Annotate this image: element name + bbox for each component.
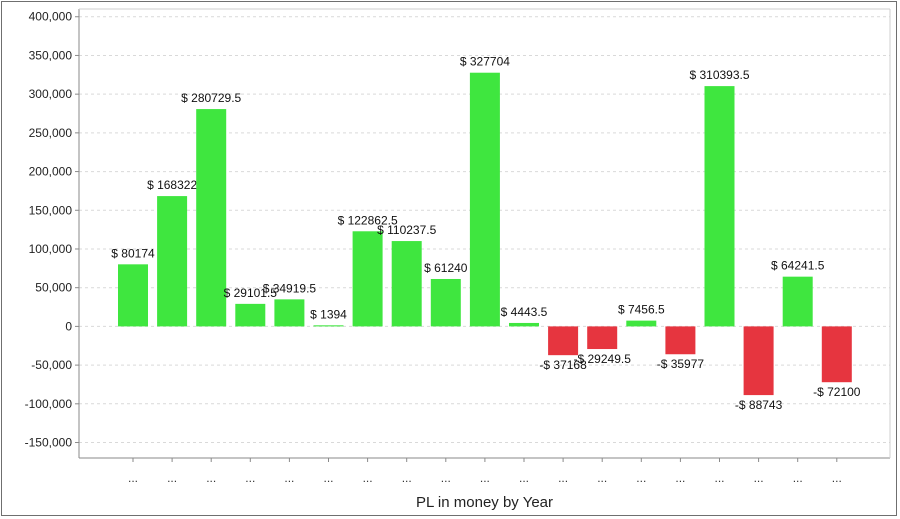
bar — [118, 264, 148, 327]
bar — [782, 276, 813, 327]
data-label: $ 168322 — [147, 178, 197, 192]
data-label: $ 29101.5 — [224, 286, 278, 300]
x-tick-label: ... — [323, 471, 333, 485]
x-tick-label: ... — [714, 471, 724, 485]
data-label: $ 61240 — [424, 261, 468, 275]
x-tick-label: ... — [402, 471, 412, 485]
y-tick-label: 400,000 — [29, 10, 73, 24]
data-label: $ 122862.5 — [338, 213, 398, 227]
bar — [157, 196, 188, 327]
data-label: -$ 88743 — [735, 398, 783, 412]
bar — [626, 320, 657, 327]
bar — [391, 241, 422, 327]
y-tick-label: 200,000 — [29, 165, 73, 179]
bar — [313, 325, 344, 327]
data-label: $ 4443.5 — [501, 305, 548, 319]
y-tick-label: 100,000 — [29, 242, 73, 256]
x-tick-label: ... — [363, 471, 373, 485]
bar — [196, 109, 227, 327]
bar — [743, 326, 774, 396]
data-label: $ 310393.5 — [689, 68, 749, 82]
x-tick-label: ... — [441, 471, 451, 485]
x-tick-label: ... — [597, 471, 607, 485]
bar — [704, 86, 735, 327]
x-axis-label: PL in money by Year — [416, 494, 553, 511]
x-tick-label: ... — [636, 471, 646, 485]
data-label: $ 327704 — [460, 55, 510, 69]
x-tick-label: ... — [128, 471, 138, 485]
x-tick-label: ... — [167, 471, 177, 485]
y-tick-label: -100,000 — [25, 397, 73, 411]
data-label: $ 110237.5 — [377, 223, 436, 237]
bar — [274, 299, 305, 327]
y-tick-label: 50,000 — [35, 281, 72, 295]
data-label: $ 280729.5 — [181, 91, 241, 105]
y-tick-label: 350,000 — [29, 48, 73, 62]
y-tick-label: -150,000 — [25, 436, 73, 450]
data-label: $ 7456.5 — [618, 303, 665, 317]
data-label: $ 64241.5 — [771, 259, 825, 273]
bar — [587, 326, 618, 350]
bar — [548, 326, 579, 356]
x-tick-label: ... — [519, 471, 529, 485]
bar — [430, 278, 461, 327]
bar — [509, 322, 539, 327]
x-tick-label: ... — [754, 471, 764, 485]
x-tick-label: ... — [206, 471, 216, 485]
data-label: $ 80174 — [111, 246, 155, 260]
x-tick-label: ... — [793, 471, 803, 485]
bar — [235, 303, 266, 327]
bar — [469, 72, 500, 327]
data-label: $ 34919.5 — [263, 281, 317, 295]
data-label: -$ 29249.5 — [574, 352, 632, 366]
x-tick-label: ... — [675, 471, 685, 485]
x-tick-label: ... — [558, 471, 568, 485]
x-tick-label: ... — [284, 471, 294, 485]
bar — [665, 326, 696, 355]
bar — [352, 231, 383, 327]
x-tick-label: ... — [480, 471, 490, 485]
y-tick-label: 300,000 — [29, 87, 73, 101]
y-tick-label: 0 — [65, 319, 72, 333]
data-label: $ 1394 — [310, 307, 347, 321]
y-tick-label: 150,000 — [29, 203, 73, 217]
bar — [821, 326, 852, 383]
data-label: -$ 35977 — [657, 357, 705, 371]
data-label: -$ 72100 — [813, 385, 861, 399]
x-tick-label: ... — [245, 471, 255, 485]
x-tick-label: ... — [832, 471, 842, 485]
y-tick-label: -50,000 — [31, 358, 72, 372]
y-tick-label: 250,000 — [29, 126, 73, 140]
data-label: -$ 37168 — [539, 358, 587, 372]
